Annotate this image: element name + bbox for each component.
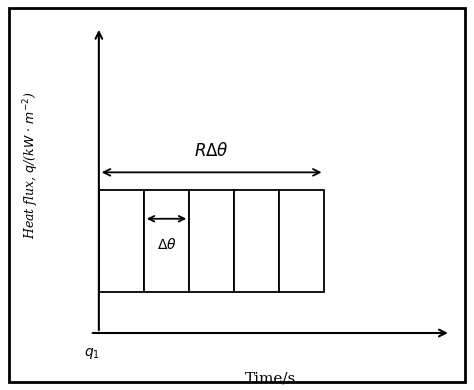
Bar bbox=[234, 190, 279, 292]
Bar bbox=[189, 190, 234, 292]
Text: Time/s: Time/s bbox=[245, 372, 296, 386]
Bar bbox=[279, 190, 324, 292]
Bar bbox=[144, 190, 189, 292]
Text: $q_1$: $q_1$ bbox=[84, 346, 100, 361]
Text: $R\Delta\theta$: $R\Delta\theta$ bbox=[194, 142, 229, 160]
Text: Heat flux, $q$/(k$W$ $\cdot$ $m^{-2}$): Heat flux, $q$/(k$W$ $\cdot$ $m^{-2}$) bbox=[21, 91, 41, 239]
Text: $\Delta\theta$: $\Delta\theta$ bbox=[157, 237, 176, 252]
Bar bbox=[99, 190, 144, 292]
